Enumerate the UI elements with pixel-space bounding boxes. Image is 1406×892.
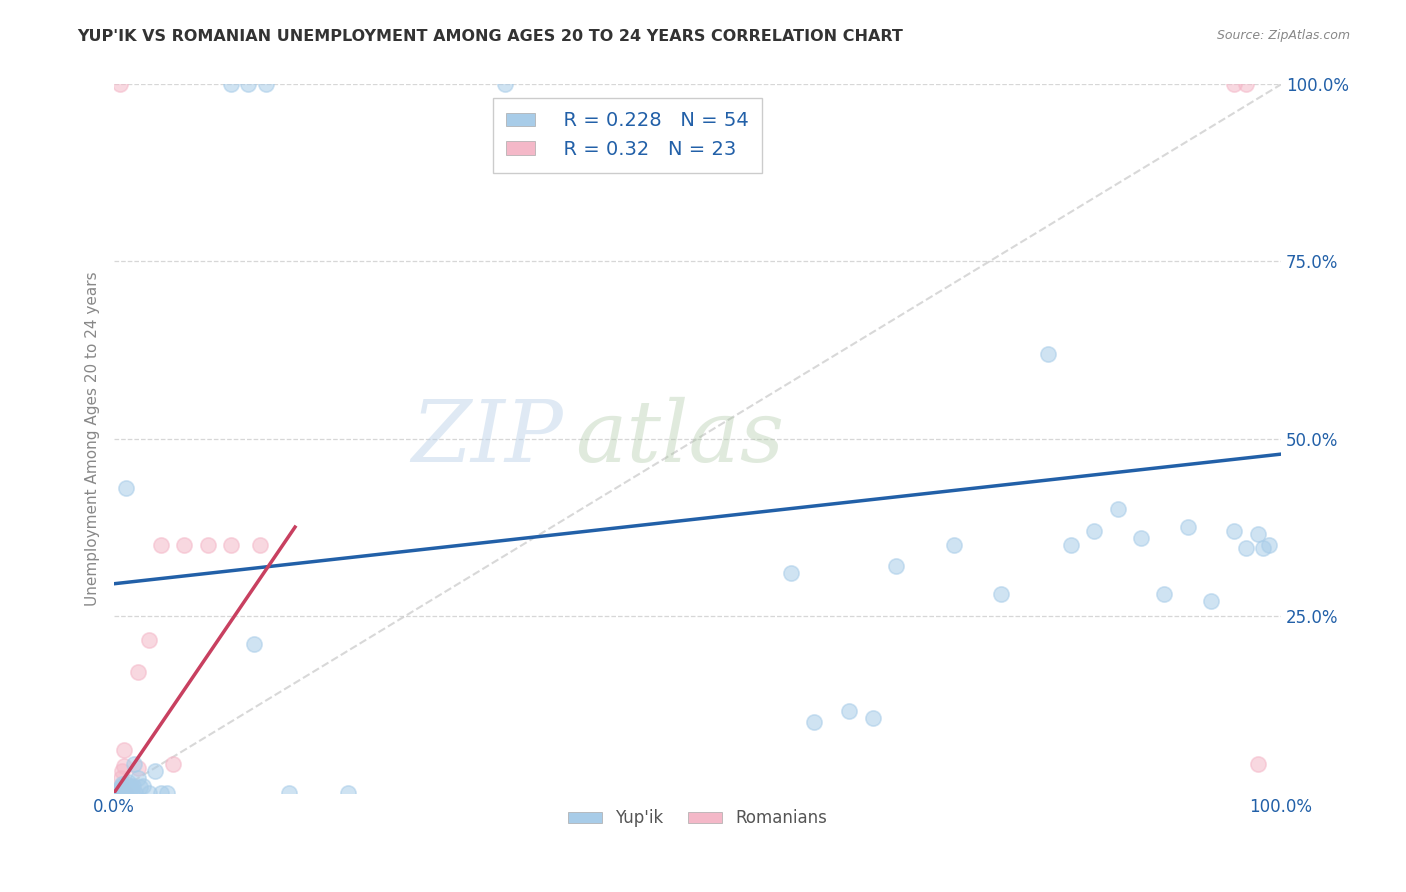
Point [118,786,141,800]
Point [1223,524,1246,538]
Point [124,786,146,800]
Text: Source: ZipAtlas.com: Source: ZipAtlas.com [1216,29,1350,42]
Point [115,783,138,797]
Point [156,786,179,800]
Point [238,78,260,92]
Point [1036,346,1059,360]
Legend: Yup'ik, Romanians: Yup'ik, Romanians [561,803,834,834]
Point [111,779,134,793]
Point [336,786,359,800]
Point [803,714,825,729]
Point [112,786,135,800]
Point [115,777,138,791]
Point [108,786,131,800]
Point [1246,527,1268,541]
Point [1153,587,1175,601]
Point [1177,520,1199,534]
Point [197,538,219,552]
Point [110,780,132,794]
Point [278,786,301,800]
Point [110,779,132,793]
Point [943,538,966,552]
Point [862,711,884,725]
Point [115,481,138,495]
Point [1060,538,1083,552]
Text: YUP'IK VS ROMANIAN UNEMPLOYMENT AMONG AGES 20 TO 24 YEARS CORRELATION CHART: YUP'IK VS ROMANIAN UNEMPLOYMENT AMONG AG… [77,29,903,44]
Point [120,780,142,794]
Point [254,78,277,92]
Point [110,772,132,786]
Point [114,786,136,800]
Point [173,538,195,552]
Point [1253,541,1275,556]
Point [243,637,266,651]
Point [107,786,129,800]
Point [838,704,860,718]
Point [1258,538,1281,552]
Point [112,758,135,772]
Point [219,538,242,552]
Point [114,782,136,797]
Point [884,559,907,574]
Point [108,786,131,800]
Point [127,772,149,786]
Point [249,538,271,552]
Point [114,779,136,793]
Point [122,757,145,772]
Point [138,633,160,648]
Point [1234,541,1257,556]
Point [108,786,131,800]
Point [117,775,139,789]
Point [1246,757,1268,772]
Text: atlas: atlas [575,397,785,480]
Point [494,78,516,92]
Point [1129,531,1152,545]
Point [162,757,184,772]
Point [108,782,131,797]
Point [1199,594,1222,608]
Point [115,786,138,800]
Point [990,587,1012,601]
Point [1223,78,1246,92]
Point [149,538,172,552]
Point [149,786,172,800]
Point [111,777,134,791]
Point [121,786,143,800]
Point [127,665,149,680]
Point [108,78,131,92]
Point [121,779,143,793]
Y-axis label: Unemployment Among Ages 20 to 24 years: Unemployment Among Ages 20 to 24 years [86,271,100,606]
Point [111,764,134,779]
Point [108,782,131,797]
Point [138,786,160,800]
Point [128,780,150,794]
Point [127,761,149,775]
Point [1083,524,1105,538]
Point [132,779,155,793]
Point [1107,502,1129,516]
Text: ZIP: ZIP [412,397,564,480]
Point [219,78,242,92]
Point [112,743,135,757]
Point [1234,78,1257,92]
Point [143,764,166,779]
Point [107,786,129,800]
Point [780,566,803,580]
